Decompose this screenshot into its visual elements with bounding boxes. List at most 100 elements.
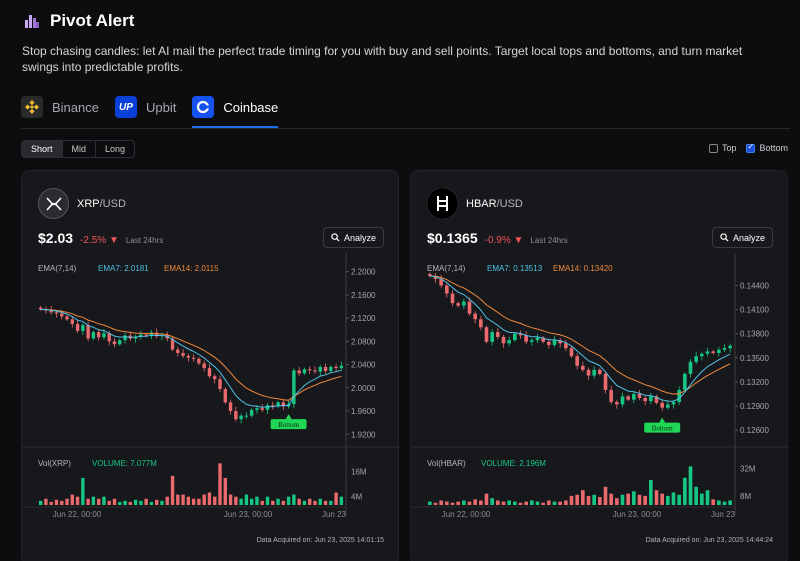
price-tick-label: 2.2000 bbox=[351, 268, 376, 277]
volume-bar bbox=[462, 500, 466, 505]
price-tick-label: 0.14100 bbox=[740, 306, 769, 315]
candle-body bbox=[479, 319, 483, 328]
candle-body bbox=[722, 348, 727, 350]
price-change: -0.9% ▼ bbox=[485, 235, 524, 246]
candle-body bbox=[496, 332, 500, 337]
volume-bar bbox=[186, 496, 191, 505]
volume-bar bbox=[705, 490, 710, 505]
volume-bar bbox=[91, 496, 96, 505]
volume-label: Vol(XRP) bbox=[38, 459, 71, 468]
candle-body bbox=[445, 285, 449, 294]
pair-label: HBAR/USD bbox=[466, 198, 523, 210]
volume-bar bbox=[484, 493, 489, 505]
volume-bar bbox=[654, 490, 659, 505]
top-filter[interactable]: Top bbox=[708, 143, 736, 153]
volume-bar bbox=[671, 492, 676, 505]
candle-body bbox=[569, 348, 574, 357]
bottom-checkbox[interactable] bbox=[746, 142, 756, 153]
time-tick-label: Jun 23 bbox=[322, 510, 347, 519]
price-chart[interactable]: EMA(7,14) EMA7: 2.0181 EMA14: 2.0115 2.2000… bbox=[22, 253, 400, 523]
candle-body bbox=[428, 274, 432, 276]
volume-bar bbox=[496, 500, 500, 505]
volume-bar bbox=[276, 498, 280, 505]
volume-bar bbox=[581, 490, 585, 505]
ema7-value: EMA7: 0.13513 bbox=[487, 264, 543, 273]
tab-upbit[interactable]: UP Upbit bbox=[114, 96, 176, 118]
candle-body bbox=[535, 337, 540, 341]
volume-bar bbox=[49, 501, 53, 505]
volume-bar bbox=[255, 496, 259, 505]
hbar-icon bbox=[427, 188, 458, 219]
search-icon bbox=[720, 233, 729, 242]
tab-binance[interactable]: Binance bbox=[21, 96, 99, 118]
ema7-value: EMA7: 2.0181 bbox=[98, 264, 149, 273]
candle-body bbox=[139, 334, 143, 337]
bottom-signal-label: Bottom bbox=[652, 425, 674, 433]
volume-bar bbox=[323, 500, 328, 505]
candle-body bbox=[234, 411, 238, 420]
candle-body bbox=[313, 370, 317, 372]
volume-bar bbox=[637, 494, 642, 505]
bottom-signal-badge bbox=[644, 422, 681, 433]
candle-body bbox=[654, 396, 659, 403]
tab-coinbase[interactable]: Coinbase bbox=[192, 96, 278, 128]
analyze-button[interactable]: Analyze bbox=[322, 227, 384, 248]
volume-bar bbox=[535, 501, 540, 505]
price-chart[interactable]: EMA(7,14) EMA7: 0.13513 EMA14: 0.13420 0.14… bbox=[411, 253, 789, 523]
volume-bar bbox=[281, 500, 286, 505]
candle-body bbox=[170, 338, 175, 350]
candle-body bbox=[49, 310, 53, 313]
candle-body bbox=[133, 336, 138, 339]
price-change-value: -2.5% bbox=[80, 235, 107, 246]
volume-bar bbox=[660, 493, 664, 505]
candle-body bbox=[191, 357, 196, 359]
candle-body bbox=[102, 333, 106, 338]
current-price: $0.1365 bbox=[427, 230, 478, 246]
candle-body bbox=[637, 393, 642, 398]
timeframe-mid-button[interactable]: Mid bbox=[63, 141, 97, 157]
chart-logo-icon bbox=[24, 13, 40, 29]
timeframe-long-button[interactable]: Long bbox=[105, 144, 126, 154]
volume-bar bbox=[44, 498, 48, 505]
volume-bar bbox=[609, 493, 613, 505]
candle-body bbox=[581, 365, 585, 370]
candle-body bbox=[484, 327, 489, 342]
search-icon bbox=[331, 233, 340, 242]
candle-body bbox=[677, 389, 681, 403]
price-change: -2.5% ▼ bbox=[80, 235, 119, 246]
candle-body bbox=[660, 402, 664, 408]
analyze-button[interactable]: Analyze bbox=[711, 227, 773, 248]
volume-bar bbox=[139, 500, 143, 505]
exchange-tabs: Binance UP Upbit Coinbase bbox=[21, 96, 278, 128]
volume-bar bbox=[223, 477, 227, 505]
time-tick-label: Jun 22, 00:00 bbox=[442, 510, 491, 519]
candle-body bbox=[513, 333, 517, 341]
candle-body bbox=[218, 379, 222, 389]
page-title: Pivot Alert bbox=[50, 11, 135, 30]
volume-bar bbox=[202, 494, 206, 505]
volume-bar bbox=[445, 501, 449, 505]
bottom-filter[interactable]: Bottom bbox=[746, 142, 788, 153]
candle-body bbox=[603, 373, 608, 390]
volume-bar bbox=[297, 498, 301, 505]
coin-header: HBAR/USD bbox=[427, 188, 523, 219]
volume-bar bbox=[38, 500, 43, 505]
volume-bar bbox=[176, 494, 180, 505]
price-tick-label: 1.9600 bbox=[351, 407, 376, 416]
candle-body bbox=[197, 358, 201, 364]
candle-body bbox=[281, 402, 286, 407]
volume-bar bbox=[603, 486, 608, 505]
candle-body bbox=[564, 343, 568, 349]
coin-symbol: XRP bbox=[77, 197, 100, 210]
volume-bar bbox=[666, 495, 670, 505]
candle-body bbox=[547, 341, 551, 345]
volume-bar bbox=[234, 496, 238, 505]
timeframe-short-button[interactable]: Short bbox=[22, 141, 63, 157]
price-tick-label: 0.14400 bbox=[740, 282, 769, 291]
candle-body bbox=[323, 366, 328, 371]
volume-bar bbox=[575, 494, 579, 505]
top-checkbox[interactable] bbox=[708, 143, 718, 153]
ema7-line bbox=[40, 309, 342, 408]
candle-body bbox=[728, 345, 732, 349]
candle-body bbox=[433, 275, 438, 280]
